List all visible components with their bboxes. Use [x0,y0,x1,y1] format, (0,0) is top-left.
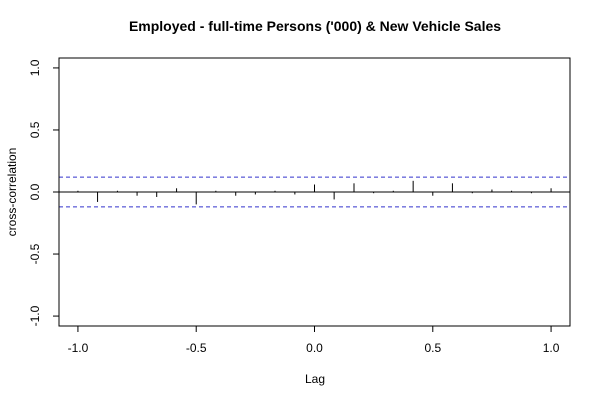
x-tick-label: 1.0 [543,341,560,355]
y-tick-label: 1.0 [28,59,42,76]
y-tick-label: 0.5 [28,121,42,138]
chart-title: Employed - full-time Persons ('000) & Ne… [129,18,501,34]
x-tick-label: 0.5 [424,341,441,355]
x-tick-label: -0.5 [186,341,207,355]
ccf-marks [59,176,570,208]
x-tick-label: 0.0 [306,341,323,355]
x-axis-label: Lag [305,372,325,386]
y-tick-label: -1.0 [28,305,42,326]
y-tick-label: 0.0 [28,183,42,200]
y-axis: -1.0 -0.5 0.0 0.5 1.0 [28,59,60,326]
x-tick-label: -1.0 [68,341,89,355]
y-axis-label: cross-correlation [5,148,19,237]
y-tick-label: -0.5 [28,243,42,264]
x-axis: -1.0 -0.5 0.0 0.5 1.0 [68,325,560,355]
